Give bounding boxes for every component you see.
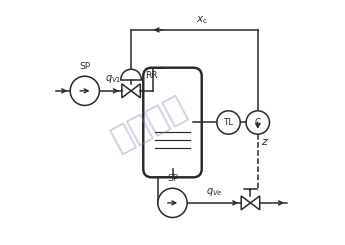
Text: $x_{\rm c}$: $x_{\rm c}$ bbox=[196, 14, 208, 25]
Text: $q_{Ve}$: $q_{Ve}$ bbox=[206, 185, 223, 197]
FancyBboxPatch shape bbox=[143, 68, 202, 177]
Text: $z$: $z$ bbox=[261, 137, 269, 147]
Text: RR: RR bbox=[145, 71, 157, 80]
Text: SP: SP bbox=[79, 62, 90, 71]
Text: C: C bbox=[255, 118, 261, 127]
Circle shape bbox=[158, 188, 187, 218]
Circle shape bbox=[217, 111, 240, 134]
Text: TL: TL bbox=[223, 118, 234, 127]
Circle shape bbox=[246, 111, 269, 134]
Text: $q_{V1}$: $q_{V1}$ bbox=[105, 74, 121, 86]
Text: 仪能阀门: 仪能阀门 bbox=[105, 89, 191, 156]
Text: SP: SP bbox=[167, 174, 178, 183]
Circle shape bbox=[70, 76, 99, 105]
